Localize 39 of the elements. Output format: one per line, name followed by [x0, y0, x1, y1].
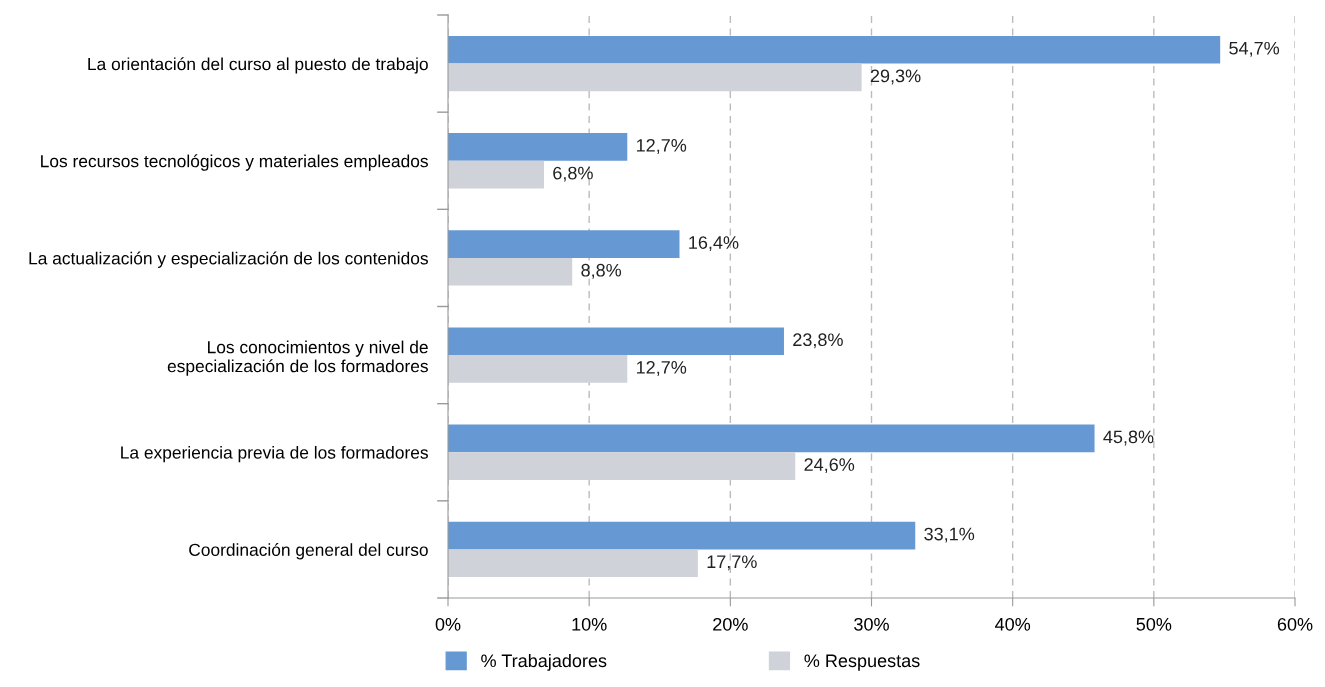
bar — [448, 355, 628, 383]
legend-label: % Respuestas — [804, 654, 920, 671]
x-tick-label: 40% — [995, 617, 1031, 631]
data-label: 23,8% — [793, 333, 843, 349]
bar — [448, 133, 628, 161]
y-tick-label: Coordinación general del curso — [189, 543, 428, 560]
bar — [448, 63, 862, 92]
data-label: 54,7% — [1229, 41, 1280, 57]
bar — [448, 327, 784, 356]
x-tick-label: 0% — [435, 617, 461, 631]
x-tick-label: 20% — [713, 617, 748, 631]
x-tick-label: 50% — [1136, 617, 1172, 631]
bar — [448, 452, 796, 480]
data-label: 33,1% — [924, 527, 975, 543]
data-label: 16,4% — [689, 236, 739, 252]
data-label: 12,7% — [636, 360, 687, 376]
data-label: 12,7% — [636, 138, 687, 154]
bar — [448, 257, 573, 286]
y-tick-label: La orientación del curso al puesto de trabajo — [88, 57, 428, 74]
data-label: 17,7% — [707, 555, 757, 571]
data-label: 45,8% — [1103, 430, 1154, 446]
data-label: 29,3% — [870, 69, 921, 85]
bar — [448, 521, 916, 550]
y-tick-label: La experiencia previa de los formadores — [121, 445, 428, 463]
bar — [448, 424, 1095, 453]
data-label: 8,8% — [581, 263, 622, 279]
y-tick-label: La actualización y especialización de los contenidos — [29, 251, 428, 268]
x-tick-label: 60% — [1277, 617, 1313, 631]
x-tick-label: 10% — [572, 617, 607, 631]
legend-label: % Trabajadores — [481, 653, 607, 671]
y-tick-label: Los conocimientos y nivel de especialización de los formadores — [167, 340, 428, 376]
bar — [448, 160, 544, 189]
x-tick-label: 30% — [854, 617, 889, 631]
y-tick-label: Los recursos tecnológicos y materiales empleados — [41, 154, 428, 171]
data-label: 24,6% — [804, 458, 855, 474]
bar — [448, 549, 698, 578]
bar — [448, 230, 680, 258]
data-label: 6,8% — [553, 166, 593, 182]
bar — [448, 35, 1221, 64]
